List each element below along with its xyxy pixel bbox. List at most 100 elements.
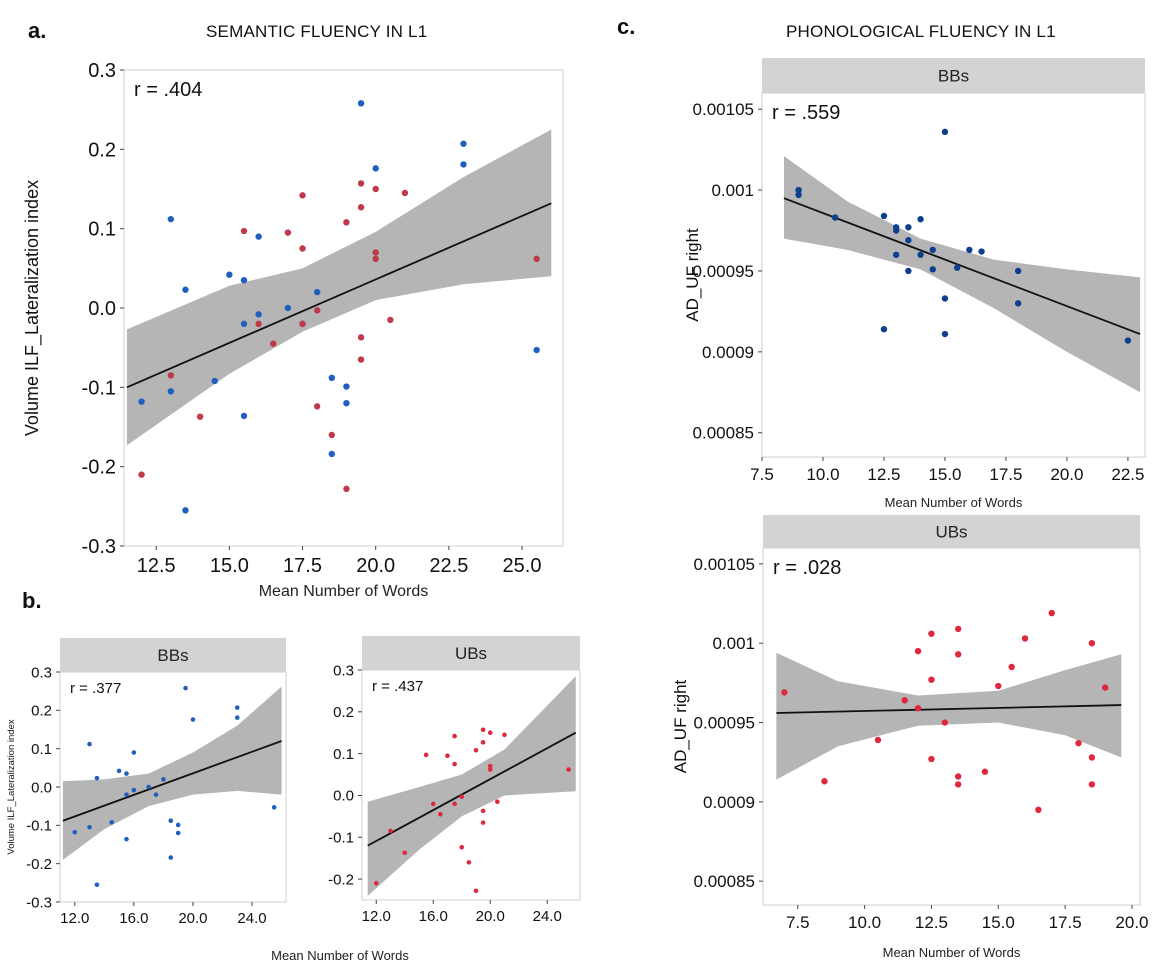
data-point xyxy=(167,372,175,379)
data-point xyxy=(954,781,962,788)
facet-strip-c-bbs xyxy=(762,58,1145,93)
data-point xyxy=(1088,781,1096,788)
semantic-fluency-title: SEMANTIC FLUENCY IN L1 xyxy=(206,22,428,41)
data-point xyxy=(234,705,240,710)
x-axis-label: Mean Number of Words xyxy=(259,583,429,600)
data-point xyxy=(423,752,429,758)
facet-strip-label: BBs xyxy=(938,67,969,86)
data-point xyxy=(473,888,479,894)
data-point xyxy=(905,224,912,231)
data-point xyxy=(892,227,900,234)
y-tick-label: -0.2 xyxy=(26,856,52,873)
x-tick-label: 20.0 xyxy=(1050,465,1083,484)
y-tick-label: 0.00085 xyxy=(693,424,754,443)
x-tick-label: 20.0 xyxy=(356,555,395,577)
y-axis-label: Volume ILF_Lateralization index xyxy=(6,719,17,854)
panel-b-x-axis-label: Mean Number of Words xyxy=(271,948,409,963)
data-point xyxy=(299,245,306,252)
data-point xyxy=(357,100,365,107)
x-tick-label: 16.0 xyxy=(419,908,448,925)
y-tick-label: 0.1 xyxy=(88,219,116,241)
data-point xyxy=(1088,754,1096,761)
data-point xyxy=(167,215,175,223)
data-point xyxy=(94,882,100,888)
correlation-annotation: r = .404 xyxy=(134,79,202,101)
data-point xyxy=(1102,684,1109,691)
data-point xyxy=(1021,635,1029,642)
chart-c-bbs: BBs 0.00085 0.0009 0.00095 0.001 0.00105 7.5 10… xyxy=(683,58,1146,510)
chart-b-ubs: UBs -0.2 -0.1 0.0 0.1 0.2 0.3 12.0 16.0 20.0 24.0 r… xyxy=(328,636,581,925)
y-tick-label: -0.2 xyxy=(82,457,116,479)
x-tick-label: 17.5 xyxy=(989,465,1022,484)
data-point xyxy=(72,829,78,835)
data-point xyxy=(880,212,888,220)
y-axis-label: AD_UF right xyxy=(671,679,690,773)
data-point xyxy=(487,767,493,772)
x-tick-label: 12.5 xyxy=(915,913,948,932)
data-point xyxy=(299,320,306,328)
data-point xyxy=(914,705,922,712)
confidence-band xyxy=(62,686,282,860)
data-point xyxy=(821,778,828,785)
data-point xyxy=(387,316,394,324)
x-tick-label: 10.0 xyxy=(848,913,881,932)
y-tick-label: 0.0 xyxy=(31,779,52,796)
chart-a: -0.3 -0.2 -0.1 0.0 0.1 0.2 0.3 12.5 15.0 17.5 20.0… xyxy=(22,60,564,600)
data-point xyxy=(480,740,486,745)
facet-strip-b-ubs xyxy=(362,636,580,670)
y-tick-label: 0.2 xyxy=(31,703,52,720)
regression-line xyxy=(367,731,577,847)
data-point xyxy=(372,255,379,263)
x-tick-label: 24.0 xyxy=(237,910,266,927)
y-tick-label: 0.0 xyxy=(333,788,354,805)
data-point xyxy=(480,808,486,814)
data-point xyxy=(459,845,465,850)
data-point xyxy=(284,304,292,312)
data-point xyxy=(240,320,248,328)
y-tick-label: 0.0 xyxy=(88,298,116,320)
data-point xyxy=(1048,609,1055,617)
data-point xyxy=(183,685,188,691)
data-point xyxy=(131,787,137,793)
data-point xyxy=(452,733,457,739)
data-point xyxy=(175,822,181,828)
x-tick-label: 17.5 xyxy=(283,555,322,577)
data-point xyxy=(299,192,306,199)
data-point xyxy=(190,717,196,722)
data-point xyxy=(892,251,900,258)
data-point xyxy=(87,824,92,830)
data-point xyxy=(402,850,408,856)
data-point xyxy=(566,767,571,772)
data-point xyxy=(533,346,540,354)
data-point xyxy=(211,377,218,385)
data-point xyxy=(487,763,493,769)
facet-strip-c-ubs xyxy=(763,515,1140,548)
data-point xyxy=(452,801,457,807)
data-point xyxy=(928,755,935,763)
x-tick-label: 17.5 xyxy=(1049,913,1082,932)
data-point xyxy=(271,805,277,810)
y-tick-label: 0.0009 xyxy=(702,343,754,362)
data-point xyxy=(124,792,129,797)
data-point xyxy=(313,403,321,410)
correlation-annotation: r = .028 xyxy=(773,557,841,579)
data-point xyxy=(124,771,129,776)
data-point xyxy=(941,330,949,338)
data-point xyxy=(146,784,151,790)
data-point xyxy=(196,413,204,420)
data-point xyxy=(928,676,935,683)
data-point xyxy=(226,271,233,278)
data-point xyxy=(131,750,137,755)
x-tick-label: 12.0 xyxy=(362,908,391,925)
correlation-annotation: r = .437 xyxy=(372,678,423,695)
data-point xyxy=(138,398,145,405)
x-tick-label: 15.0 xyxy=(982,913,1015,932)
data-point xyxy=(357,334,365,341)
data-point xyxy=(459,794,465,800)
data-point xyxy=(328,374,335,382)
regression-line xyxy=(783,197,1141,335)
y-tick-label: 0.00085 xyxy=(694,872,755,891)
data-point xyxy=(914,647,922,655)
data-point xyxy=(168,855,174,860)
